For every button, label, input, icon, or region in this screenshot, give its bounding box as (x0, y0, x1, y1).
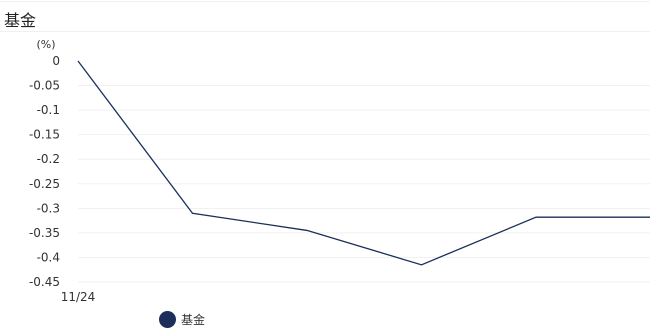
y-tick-label: -0.05 (29, 79, 60, 93)
top-divider (0, 1, 650, 2)
y-tick-label: -0.4 (37, 250, 60, 264)
y-tick-label: 0 (52, 54, 60, 68)
page-title: 基金 (4, 11, 37, 30)
y-tick-label: -0.3 (37, 201, 60, 215)
legend[interactable]: 基金 (159, 311, 205, 328)
x-tick-label: 11/24 (61, 290, 96, 304)
y-tick-label: -0.2 (37, 152, 60, 166)
legend-label: 基金 (181, 313, 206, 327)
y-tick-label: -0.1 (37, 103, 60, 117)
legend-marker-icon (159, 311, 176, 328)
title-divider (0, 31, 650, 32)
y-axis-unit-label: (%) (36, 38, 55, 51)
y-tick-label: -0.35 (29, 226, 60, 240)
y-tick-label: -0.15 (29, 128, 60, 142)
y-tick-label: -0.25 (29, 177, 60, 191)
y-tick-label: -0.45 (29, 275, 60, 289)
series-line (77, 60, 650, 266)
